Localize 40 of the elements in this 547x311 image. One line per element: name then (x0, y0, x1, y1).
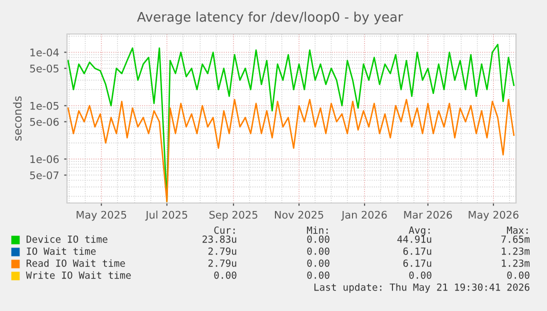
text: 0.00 (307, 271, 330, 279)
text: Min: (306, 226, 328, 234)
x-tick-label: May 2025 (76, 210, 126, 221)
text: 1.23m (502, 247, 530, 255)
text: 0.00 (507, 271, 530, 279)
x-tick-label: Mar 2026 (404, 210, 452, 219)
text: Cur: (214, 226, 235, 234)
y-tick-label: 1e-06 (30, 155, 59, 164)
y-tick-label: 1e-04 (30, 48, 59, 56)
x-tick-label: Jan 2026 (341, 210, 387, 221)
legend-label: Read IO Wait time (26, 259, 125, 267)
text: 6.17u (403, 259, 432, 267)
text: Last update: Thu May 21 19:30:41 2026 (314, 283, 530, 293)
text: 0.00 (409, 271, 432, 279)
y-tick-label: 5e-05 (30, 64, 58, 72)
legend-label: Device IO time (26, 235, 108, 243)
y-axis-title: seconds (13, 96, 22, 141)
text: 7.65m (501, 235, 530, 243)
text: Max: (506, 226, 528, 234)
text: 0.00 (307, 247, 330, 255)
text: 0.00 (214, 271, 236, 279)
text: 2.79u (208, 247, 236, 255)
text: 2.79u (208, 259, 236, 267)
chart-title: Average latency for /dev/loop0 - by year (137, 12, 404, 24)
text: 0.00 (307, 259, 330, 267)
text: 1.23m (502, 259, 530, 267)
x-tick-label: Jul 2025 (145, 210, 188, 221)
text: 23.83u (202, 235, 236, 243)
legend-label: Write IO Wait time (26, 271, 131, 279)
text: 44.91u (397, 235, 432, 243)
y-tick-label: 5e-07 (30, 171, 58, 180)
text: 6.17u (403, 247, 432, 255)
x-tick-label: Nov 2025 (274, 210, 324, 219)
x-tick-label: Sep 2025 (209, 210, 258, 221)
y-tick-label: 5e-06 (30, 118, 59, 126)
y-tick-label: 1e-05 (30, 102, 58, 110)
legend-label: IO Wait time (26, 247, 96, 255)
text: Avg: (408, 226, 430, 236)
text: 0.00 (307, 235, 330, 243)
x-tick-label: May 2026 (468, 210, 518, 221)
